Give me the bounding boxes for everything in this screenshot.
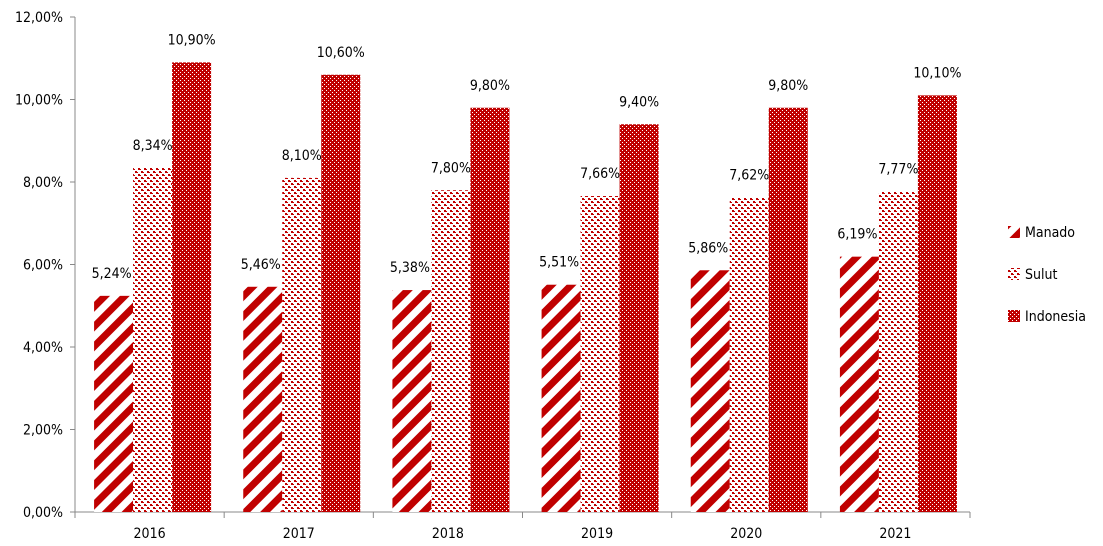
x-tick-label: 2020 bbox=[730, 526, 762, 542]
y-tick-label: 12,00% bbox=[15, 10, 63, 26]
bar-manado-2019 bbox=[541, 284, 581, 512]
bar-indonesia-2020 bbox=[768, 107, 808, 512]
bar-manado-2018 bbox=[392, 290, 432, 512]
x-tick-label: 2018 bbox=[432, 526, 464, 542]
data-label: 6,19% bbox=[837, 227, 877, 243]
bar-indonesia-2021 bbox=[917, 95, 957, 512]
bar-manado-2016 bbox=[94, 295, 134, 512]
bar-sulut-2020 bbox=[729, 197, 769, 513]
bar-manado-2020 bbox=[690, 270, 730, 512]
bar-indonesia-2016 bbox=[172, 62, 212, 512]
bar-sulut-2019 bbox=[580, 196, 620, 512]
legend-label-manado: Manado bbox=[1025, 225, 1075, 241]
data-label: 5,38% bbox=[390, 260, 430, 276]
data-label: 7,62% bbox=[729, 168, 769, 184]
bar-indonesia-2017 bbox=[321, 74, 361, 512]
y-tick-label: 8,00% bbox=[23, 175, 63, 191]
data-label: 5,46% bbox=[241, 257, 281, 273]
data-labels: 5,24% 8,34% 10,90% 5,46% 8,10% 10,60% 5,38% 7,8… bbox=[92, 32, 962, 281]
x-tick-label: 2019 bbox=[581, 526, 613, 542]
bar-indonesia-2019 bbox=[619, 124, 659, 512]
data-label: 5,86% bbox=[688, 240, 728, 256]
y-tick-label: 10,00% bbox=[15, 93, 63, 109]
x-tick-label: 2021 bbox=[879, 526, 911, 542]
y-tick-label: 2,00% bbox=[23, 423, 63, 439]
bar-sulut-2017 bbox=[282, 177, 322, 512]
x-tick-label: 2016 bbox=[134, 526, 166, 542]
data-label: 7,66% bbox=[580, 166, 620, 182]
legend-label-indonesia: Indonesia bbox=[1025, 309, 1086, 325]
bar-sulut-2021 bbox=[878, 191, 918, 513]
bar-manado-2021 bbox=[839, 256, 879, 512]
data-label: 9,40% bbox=[619, 94, 659, 110]
bars bbox=[94, 62, 957, 513]
axes: 0,00% 2,00% 4,00% 6,00% 8,00% 10,00% 12,00% 201… bbox=[15, 10, 971, 542]
data-label: 5,51% bbox=[539, 255, 579, 271]
y-tick-label: 6,00% bbox=[23, 258, 63, 274]
legend-label-sulut: Sulut bbox=[1025, 267, 1057, 283]
legend-swatch-manado bbox=[1008, 226, 1020, 238]
legend-swatch-indonesia bbox=[1008, 310, 1020, 322]
data-label: 5,24% bbox=[92, 266, 132, 282]
bar-sulut-2018 bbox=[431, 190, 471, 512]
data-label: 8,34% bbox=[133, 138, 173, 154]
data-label: 10,90% bbox=[168, 32, 216, 48]
data-label: 8,10% bbox=[282, 148, 322, 164]
legend-swatch-sulut bbox=[1008, 268, 1020, 280]
bar-indonesia-2018 bbox=[470, 107, 510, 512]
data-label: 7,77% bbox=[878, 161, 918, 177]
bar-sulut-2016 bbox=[133, 167, 173, 512]
data-label: 9,80% bbox=[470, 78, 510, 94]
bar-manado-2017 bbox=[243, 286, 283, 512]
data-label: 10,60% bbox=[317, 45, 365, 61]
y-tick-label: 0,00% bbox=[23, 505, 63, 521]
x-tick-label: 2017 bbox=[283, 526, 315, 542]
data-label: 7,80% bbox=[431, 160, 471, 176]
y-tick-label: 4,00% bbox=[23, 340, 63, 356]
data-label: 9,80% bbox=[768, 78, 808, 94]
legend: Manado Sulut Indonesia bbox=[1008, 225, 1086, 325]
data-label: 10,10% bbox=[913, 65, 961, 81]
